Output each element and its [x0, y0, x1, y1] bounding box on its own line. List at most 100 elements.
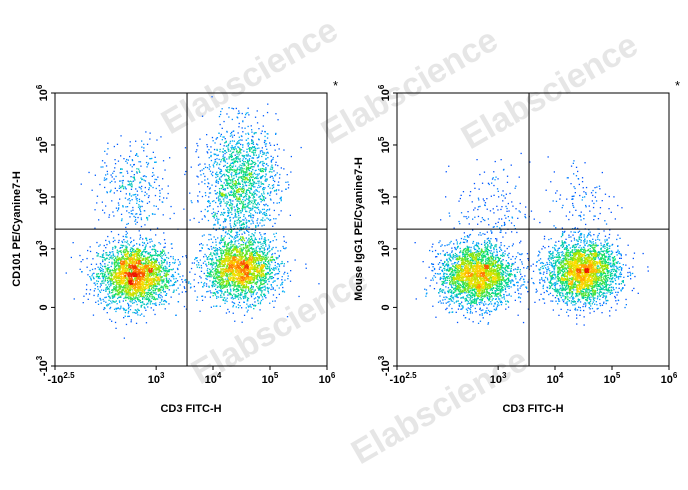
event-point — [209, 290, 211, 292]
event-point — [226, 197, 228, 199]
event-point — [241, 159, 244, 162]
event-point — [273, 259, 276, 261]
event-point — [217, 181, 219, 183]
event-point — [216, 197, 218, 199]
event-point — [244, 294, 246, 296]
event-point — [227, 232, 229, 235]
event-point — [208, 276, 210, 278]
event-point — [110, 255, 112, 257]
event-point — [248, 226, 250, 229]
event-point — [246, 151, 248, 153]
event-point — [196, 149, 198, 151]
event-point — [262, 213, 264, 215]
event-point — [234, 245, 236, 247]
event-point — [215, 219, 217, 221]
event-point — [239, 167, 242, 169]
event-point — [152, 280, 155, 282]
event-point — [240, 247, 242, 249]
event-point — [259, 309, 261, 311]
event-point — [130, 296, 132, 299]
event-point — [152, 245, 154, 247]
event-point — [127, 199, 129, 201]
event-point — [119, 284, 121, 286]
event-point — [165, 270, 167, 273]
event-point — [171, 269, 173, 271]
event-point — [241, 257, 243, 259]
event-point — [253, 250, 256, 253]
event-point — [118, 289, 120, 291]
event-point — [101, 269, 103, 272]
event-point — [204, 296, 206, 298]
event-point — [93, 294, 95, 297]
event-point — [252, 250, 254, 252]
event-point — [219, 285, 221, 287]
event-point — [250, 254, 253, 256]
event-point — [246, 162, 248, 164]
event-point — [253, 235, 255, 237]
event-point — [145, 268, 147, 270]
event-point — [104, 276, 106, 278]
event-point — [228, 185, 230, 187]
event-point — [239, 294, 242, 296]
event-point — [250, 207, 252, 210]
event-point — [220, 286, 223, 288]
event-point — [250, 173, 252, 175]
event-point — [113, 295, 116, 297]
event-point — [153, 270, 155, 272]
event-point — [255, 176, 257, 179]
event-point — [114, 288, 116, 290]
event-point — [101, 272, 103, 274]
event-point — [208, 248, 210, 250]
event-point — [232, 312, 234, 314]
event-point — [235, 248, 237, 250]
event-point — [243, 185, 245, 187]
event-point — [227, 294, 229, 296]
event-point — [269, 219, 271, 222]
event-point — [159, 250, 162, 252]
event-point — [283, 168, 285, 170]
event-point — [144, 298, 146, 300]
event-point — [268, 262, 270, 264]
event-point — [208, 286, 210, 288]
event-point — [227, 182, 230, 184]
event-point — [103, 177, 106, 179]
event-point — [223, 269, 225, 271]
event-point — [133, 296, 135, 298]
event-point — [208, 164, 210, 166]
event-point — [219, 276, 221, 278]
event-point — [102, 265, 104, 267]
event-point — [251, 303, 254, 306]
event-point — [240, 284, 242, 286]
event-point — [248, 242, 250, 244]
event-point — [194, 258, 196, 261]
event-point — [156, 273, 158, 275]
event-point — [162, 287, 164, 289]
event-point — [271, 166, 274, 168]
event-point — [231, 151, 234, 154]
event-point — [257, 202, 259, 205]
event-point — [248, 243, 250, 245]
event-point — [258, 211, 261, 214]
event-point — [141, 200, 143, 202]
event-point — [254, 257, 256, 259]
event-point — [234, 289, 236, 291]
event-point — [149, 296, 151, 298]
event-point — [253, 201, 256, 204]
event-point — [271, 168, 273, 170]
event-point — [242, 154, 244, 157]
event-point — [233, 282, 235, 284]
event-point — [251, 202, 253, 204]
event-point — [155, 272, 157, 274]
event-point — [267, 288, 269, 290]
event-point — [253, 273, 256, 275]
event-point — [245, 210, 247, 213]
event-point — [240, 292, 242, 294]
event-point — [234, 220, 236, 222]
event-point — [210, 306, 212, 308]
event-point — [102, 272, 104, 275]
event-point — [253, 132, 255, 134]
event-point — [238, 188, 240, 190]
event-point — [161, 262, 163, 264]
event-point — [114, 269, 116, 271]
event-point — [265, 245, 267, 247]
